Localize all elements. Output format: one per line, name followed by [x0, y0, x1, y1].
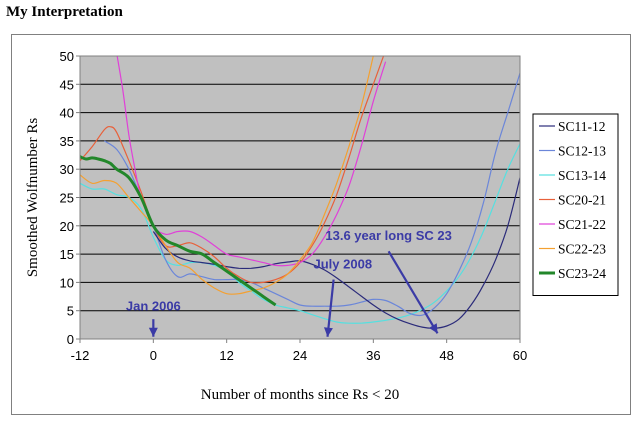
series-line-sc12-13	[104, 72, 520, 317]
annotation-arrow	[387, 250, 439, 334]
series-line-sc22-23	[80, 56, 374, 295]
y-tick-label: 0	[67, 332, 74, 347]
legend-label: SC13-14	[558, 168, 606, 183]
x-tick-label: 60	[513, 348, 527, 363]
x-tick-label: 24	[293, 348, 307, 363]
annotation-label: Jan 2006	[126, 299, 181, 314]
series-line-sc20-21	[80, 56, 385, 284]
y-tick-label: 45	[60, 77, 74, 92]
annotation-arrowhead	[148, 327, 158, 337]
series-line-sc23-24	[80, 155, 277, 307]
y-tick-label: 40	[60, 106, 74, 121]
legend-box	[532, 113, 619, 296]
y-tick-label: 35	[60, 134, 74, 149]
legend-label: SC12-13	[558, 144, 606, 159]
legend-label: SC11-12	[558, 119, 606, 134]
x-axis-title: Number of months since Rs < 20	[201, 387, 399, 403]
annotation-arrowhead	[323, 327, 333, 337]
x-tick-label: 36	[366, 348, 380, 363]
annotation-arrowhead	[429, 323, 438, 334]
x-tick-label: 0	[150, 348, 157, 363]
y-tick-label: 5	[67, 304, 74, 319]
annotation-label: 13.6 year long SC 23	[325, 228, 451, 243]
series-line-sc13-14	[80, 143, 520, 324]
y-tick-label: 25	[60, 191, 74, 206]
y-tick-label: 10	[60, 275, 74, 290]
chart-frame: 0 5 10 15 20 25 30 35 40 45 50 -12 0 12 24 36 48 60 Numbe…	[11, 34, 631, 415]
x-tick-label: 48	[439, 348, 453, 363]
annotations: 13.6 year long SC 23 July 2008 Jan 2006	[126, 228, 452, 337]
y-axis-title: Smoothed Wolfnumber Rs	[25, 118, 41, 278]
annotation-label: July 2008	[314, 256, 373, 271]
legend-label: SC20-21	[558, 193, 606, 208]
y-tick-label: 50	[60, 49, 74, 64]
x-tick-label: 12	[219, 348, 233, 363]
legend-label: SC21-22	[558, 217, 606, 232]
y-tick-label: 30	[60, 162, 74, 177]
y-tick-label: 20	[60, 219, 74, 234]
series-lines	[80, 56, 520, 329]
annotation-arrow	[326, 279, 335, 337]
x-tick-label: -12	[71, 348, 90, 363]
legend-label: SC22-23	[558, 242, 606, 257]
page-heading: My Interpretation	[6, 4, 123, 20]
legend: SC11-12 SC12-13 SC13-14 SC20-21 SC21-22 SC22-…	[532, 113, 619, 296]
y-tick-label: 15	[60, 247, 74, 262]
legend-label: SC23-24	[558, 266, 606, 281]
